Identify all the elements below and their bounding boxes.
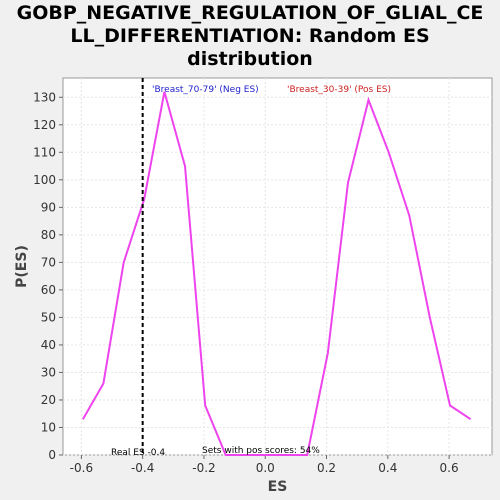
y-axis-label: P(ES) [14,245,30,288]
y-tick-label: 20 [41,393,56,407]
x-axis-label: ES [268,479,288,495]
y-tick-label: 110 [33,145,56,159]
y-tick-label: 40 [41,338,56,352]
y-tick-label: 50 [41,310,56,324]
y-tick-label: 70 [41,255,56,269]
real-es-label: Real ES -0.4 [111,448,165,458]
x-tick-label: -0.2 [192,461,215,475]
x-tick-label: 0.2 [317,461,336,475]
y-tick-label: 60 [41,283,56,297]
series-line [82,91,472,456]
neg-es-label: 'Breast_70-79' (Neg ES) [152,85,259,95]
chart-title-line: LL_DIFFERENTIATION: Random ES [70,25,430,47]
y-tick-label: 80 [41,228,56,242]
y-tick-label: 120 [33,118,56,132]
x-tick-label: 0.0 [256,461,275,475]
chart-title-line: GOBP_NEGATIVE_REGULATION_OF_GLIAL_CE [16,2,484,24]
y-tick-label: 10 [41,420,56,434]
pos-es-label: 'Breast_30-39' (Pos ES) [287,85,391,95]
chart-title: GOBP_NEGATIVE_REGULATION_OF_GLIAL_CE LL_D… [0,2,500,71]
x-tick-label: -0.6 [70,461,93,475]
y-tick-label: 130 [33,90,56,104]
y-tick-label: 0 [48,448,56,462]
x-tick-label: -0.4 [131,461,154,475]
x-tick-label: 0.6 [440,461,459,475]
y-tick-label: 30 [41,365,56,379]
y-tick-label: 100 [33,173,56,187]
pos-scores-label: Sets with pos scores: 54% [202,446,320,456]
chart-title-line: distribution [187,48,313,70]
x-tick-label: 0.4 [378,461,397,475]
y-tick-label: 90 [41,200,56,214]
plot-area [62,77,493,456]
